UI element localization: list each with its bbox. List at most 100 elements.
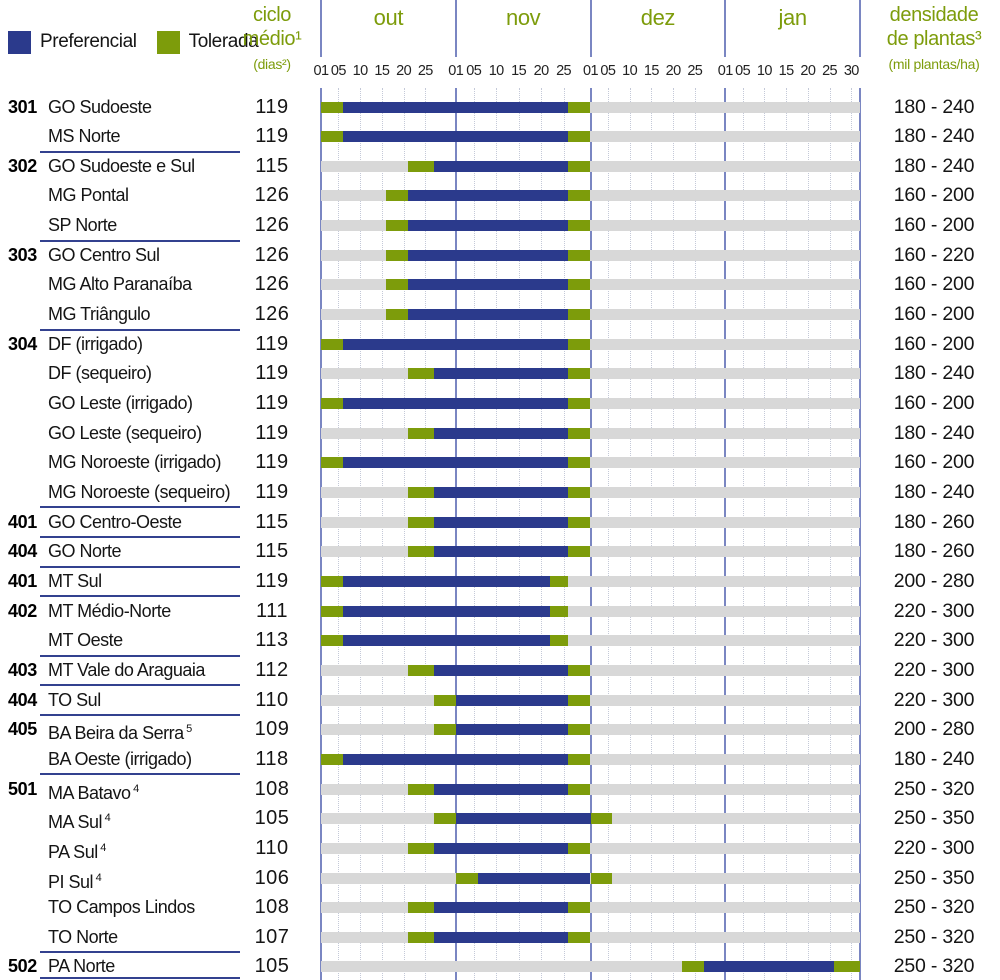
tolerada-segment-left — [407, 842, 434, 854]
preferencial-segment — [434, 664, 569, 676]
preferencial-segment — [407, 309, 569, 321]
tolerada-segment-right — [568, 220, 591, 232]
tick-label: 05 — [600, 63, 616, 79]
tick-label: 25 — [417, 63, 434, 79]
region-name: GO Sudoeste — [48, 96, 152, 117]
gantt-track — [321, 220, 860, 232]
preferencial-segment — [455, 724, 569, 736]
group-number: 404 — [8, 689, 37, 710]
gantt-track — [321, 694, 860, 706]
gantt-track — [321, 961, 860, 973]
grid-dotted-line — [694, 88, 696, 980]
gantt-track — [321, 813, 860, 825]
region-name: MT Sul — [48, 570, 102, 591]
tolerada-label: Tolerada — [188, 31, 259, 52]
tolerada-segment-left — [386, 249, 408, 261]
region-name: PA Sul 4 — [48, 841, 106, 862]
row-labels: MG Alto Paranaíba 126 — [0, 270, 320, 300]
region-name: GO Sudoeste e Sul — [48, 155, 195, 176]
density-value: 180 - 240 — [893, 421, 975, 444]
tolerada-segment-right — [568, 753, 591, 765]
preferencial-segment — [407, 249, 569, 261]
tolerada-segment-right — [568, 487, 591, 498]
tolerada-segment-left — [386, 309, 408, 321]
group-number: 405 — [8, 719, 37, 740]
group-number: 401 — [8, 511, 37, 532]
preferencial-segment — [434, 516, 569, 528]
region-name: PA Norte — [48, 956, 115, 977]
row-labels: MG Noroeste (sequeiro) 119 — [0, 478, 320, 508]
group-number: 303 — [8, 244, 37, 265]
tick-label: 10 — [352, 63, 369, 79]
gantt-track — [321, 131, 860, 143]
row-labels: 401 GO Centro-Oeste 115 — [0, 508, 320, 538]
row-labels: 404 TO Sul 110 — [0, 686, 320, 716]
group-separator-line — [40, 595, 240, 598]
tolerada-segment-left — [407, 160, 434, 172]
tolerada-segment-left — [407, 902, 434, 914]
ciclo-medio-value: 108 — [254, 777, 290, 800]
footnote-marker: 4 — [130, 782, 139, 795]
tolerada-segment-left — [321, 338, 343, 350]
ciclo-medio-value: 126 — [254, 303, 290, 326]
density-value: 160 - 200 — [893, 184, 975, 207]
tolerada-segment-right — [550, 575, 569, 587]
tick-label: 25 — [556, 63, 572, 79]
region-name: BA Oeste (irrigado) — [48, 748, 192, 769]
gantt-track — [321, 931, 860, 943]
gantt-track — [321, 605, 860, 617]
tolerada-segment-left — [321, 131, 343, 143]
gantt-track — [321, 427, 860, 439]
preferencial-segment — [342, 635, 551, 647]
gantt-track — [321, 872, 860, 884]
tolerada-segment-left — [407, 487, 434, 498]
ciclo-medio-value: 118 — [255, 747, 289, 770]
ciclo-title-line1: ciclo — [252, 4, 291, 26]
tolerada-segment-right — [568, 309, 591, 321]
ciclo-medio-value: 109 — [254, 718, 290, 741]
tolerada-segment-right — [568, 160, 591, 172]
gantt-track — [321, 160, 860, 172]
row-labels: 502 PA Norte 105 — [0, 952, 320, 980]
footnote-marker: 4 — [93, 871, 102, 884]
group-separator-line — [40, 951, 240, 954]
tick-label: 05 — [330, 63, 347, 79]
density-value: 180 - 240 — [893, 481, 975, 503]
ciclo-medio-value: 119 — [255, 392, 289, 415]
region-name: MG Noroeste (sequeiro) — [48, 482, 231, 502]
month-boundary-line-header — [320, 0, 322, 57]
tolerada-segment-right — [568, 783, 591, 795]
tick-label: 01 — [313, 63, 330, 79]
tolerada-segment-right — [550, 635, 569, 647]
group-number: 403 — [8, 659, 37, 680]
ciclo-medio-value: 111 — [256, 599, 288, 622]
density-value: 160 - 200 — [893, 332, 975, 355]
density-subtitle: (mil plantas/ha) — [888, 56, 980, 73]
footnote-marker: 5 — [183, 723, 192, 736]
row-labels: MG Noroeste (irrigado) 119 — [0, 448, 320, 478]
group-separator-line — [40, 684, 240, 687]
preferencial-segment — [342, 338, 569, 350]
row-labels: SP Norte 126 — [0, 211, 320, 241]
tolerada-segment-left — [386, 220, 408, 232]
row-labels: 501 MA Batavo 4 108 — [0, 775, 320, 805]
footnote-marker: 4 — [102, 812, 111, 825]
row-labels: TO Campos Lindos 108 — [0, 893, 320, 923]
row-labels: 403 MT Vale do Araguaia 112 — [0, 656, 320, 686]
group-number: 501 — [8, 778, 37, 799]
region-name: SP Norte — [48, 215, 117, 236]
tolerada-segment-right — [568, 546, 591, 558]
tolerada-segment-left — [407, 516, 434, 528]
tolerada-segment-right — [568, 190, 591, 202]
density-title-line2: de plantas³ — [886, 27, 982, 50]
region-name: MG Triângulo — [48, 304, 151, 325]
preferencial-segment — [407, 220, 569, 232]
tick-label: 15 — [643, 63, 660, 79]
group-separator-line — [40, 654, 240, 657]
tolerada-segment-left — [321, 635, 343, 647]
tick-label: 25 — [687, 63, 703, 79]
group-separator-line — [40, 536, 240, 539]
month-boundary-line — [589, 88, 592, 980]
region-name: TO Sul — [48, 689, 101, 710]
row-labels: MG Pontal 126 — [0, 181, 320, 211]
